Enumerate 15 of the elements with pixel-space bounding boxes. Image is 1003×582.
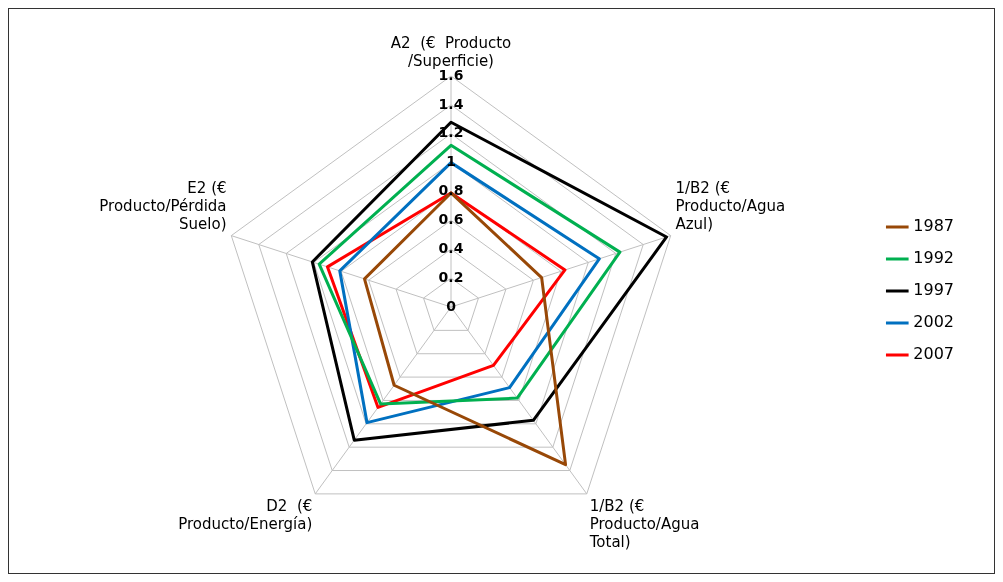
y-tick-label: 1.4: [438, 95, 464, 112]
y-tick-label: 0: [446, 297, 457, 314]
spoke-label: 1/B2 (€ Producto/Agua Azul): [675, 178, 786, 233]
y-tick-label: 0.4: [438, 239, 464, 256]
legend-label: 1987: [913, 216, 954, 236]
legend-label: 2007: [913, 344, 954, 364]
spoke-label: D2 (€ Producto/Energía): [178, 496, 313, 533]
y-tick-label: 0.6: [438, 211, 464, 228]
legend-label: 2002: [913, 312, 954, 332]
legend-label: 1997: [913, 280, 954, 300]
spoke-label: E2 (€ Producto/Pérdida Suelo): [99, 178, 227, 233]
y-tick-label: 0.8: [438, 182, 464, 199]
y-tick-label: 0.2: [438, 268, 464, 285]
legend-label: 1992: [913, 248, 954, 268]
spoke-label: 1/B2 (€ Producto/Agua Total): [588, 496, 700, 551]
